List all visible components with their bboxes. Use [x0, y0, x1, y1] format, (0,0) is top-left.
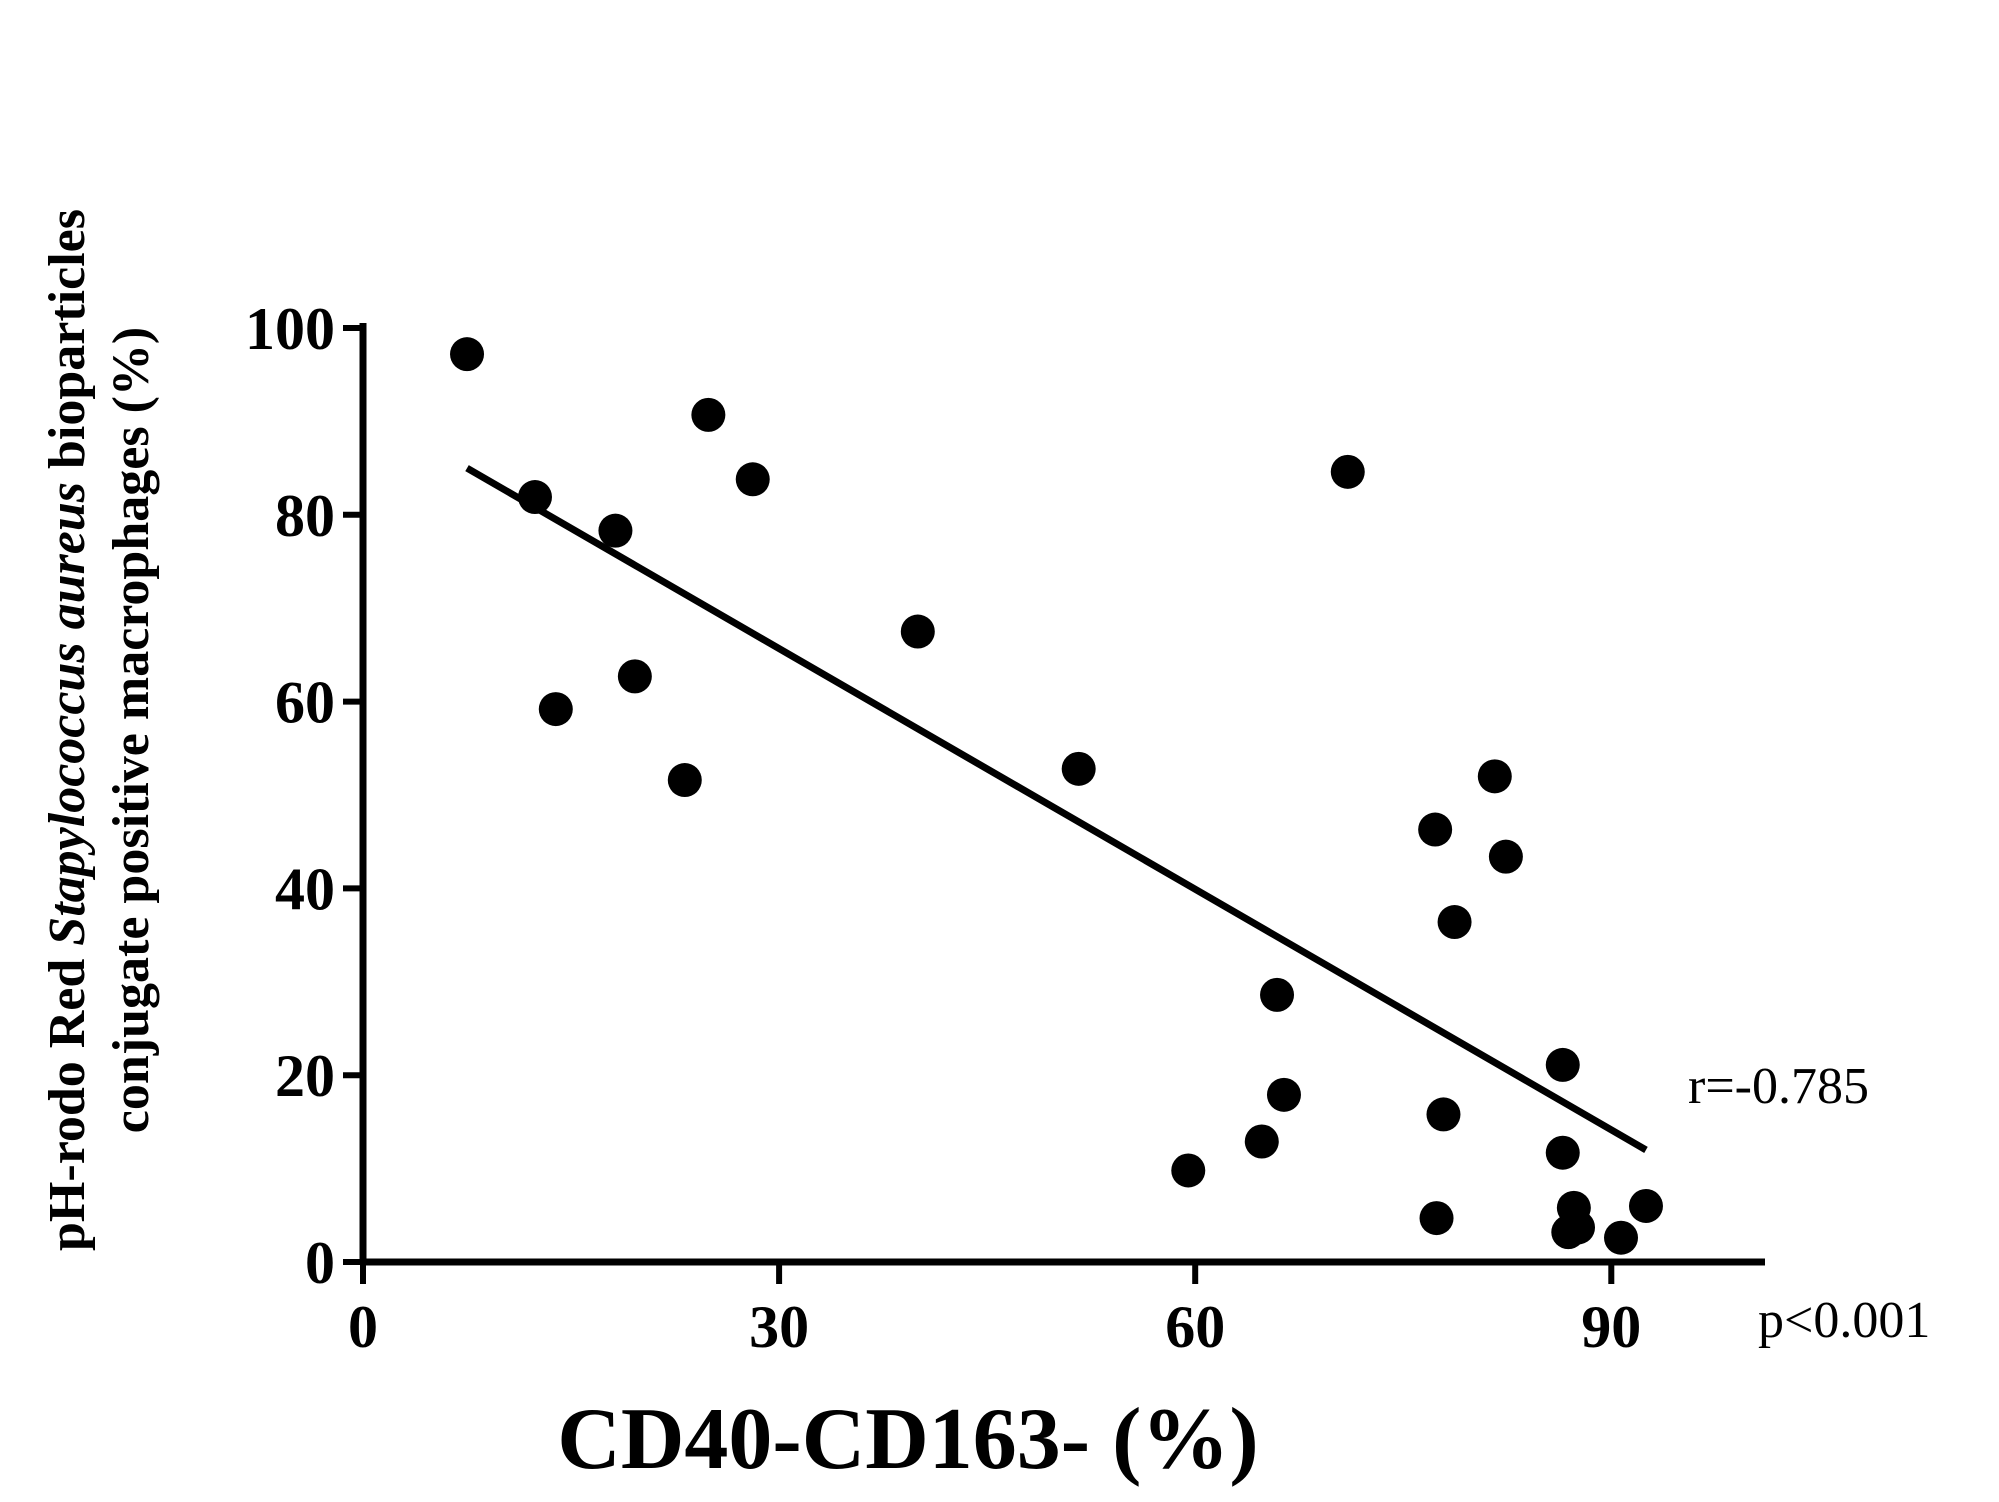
data-points [450, 337, 1663, 1255]
data-point [617, 659, 652, 694]
data-point [517, 480, 552, 515]
data-point [538, 692, 573, 727]
data-point [1561, 1210, 1596, 1245]
x-tick-label: 90 [1581, 1294, 1641, 1360]
regression-line [465, 465, 1648, 1153]
data-point [450, 337, 485, 372]
data-point [1260, 977, 1295, 1012]
y-axis-label-line2: conjugate positive macrophages (%) [103, 327, 160, 1133]
data-point [735, 462, 770, 497]
data-point [1545, 1047, 1580, 1082]
data-point [1628, 1188, 1663, 1223]
y-axis-label: pH-rodo Red Stapylococcus aureus biopart… [39, 209, 160, 1251]
y-tick-label: 20 [275, 1043, 335, 1109]
y-tick-label: 60 [275, 670, 335, 736]
y-axis-label-line1: pH-rodo Red Stapylococcus aureus biopart… [39, 209, 96, 1251]
x-tick-label: 60 [1165, 1294, 1225, 1360]
p-annotation: p<0.001 [1758, 1292, 1930, 1349]
data-point [900, 614, 935, 649]
y-ticks: 0 20 40 60 80 100 [245, 296, 363, 1296]
data-point [598, 513, 633, 548]
data-point [1244, 1124, 1279, 1159]
data-point [1488, 839, 1523, 874]
x-tick-label: 0 [348, 1294, 378, 1360]
data-point [1266, 1077, 1301, 1112]
data-point [1330, 454, 1365, 489]
data-point [1604, 1220, 1639, 1255]
y-tick-label: 80 [275, 483, 335, 549]
data-point [1426, 1097, 1461, 1132]
data-point [1061, 751, 1096, 786]
data-point [667, 763, 702, 798]
x-tick-label: 30 [749, 1294, 809, 1360]
data-point [691, 397, 726, 432]
data-point [1437, 905, 1472, 940]
y-tick-label: 100 [245, 296, 335, 362]
r-annotation: r=-0.785 [1688, 1058, 1869, 1115]
y-tick-label: 40 [275, 856, 335, 922]
x-ticks: 0 30 60 90 [348, 1262, 1641, 1360]
y-tick-label: 0 [305, 1230, 335, 1296]
data-point [1419, 1201, 1454, 1236]
data-point [1545, 1135, 1580, 1170]
x-axis-label: CD40-CD163- (%) [557, 1391, 1258, 1488]
data-point [1171, 1153, 1206, 1188]
data-point [1418, 812, 1453, 847]
data-point [1477, 759, 1512, 794]
